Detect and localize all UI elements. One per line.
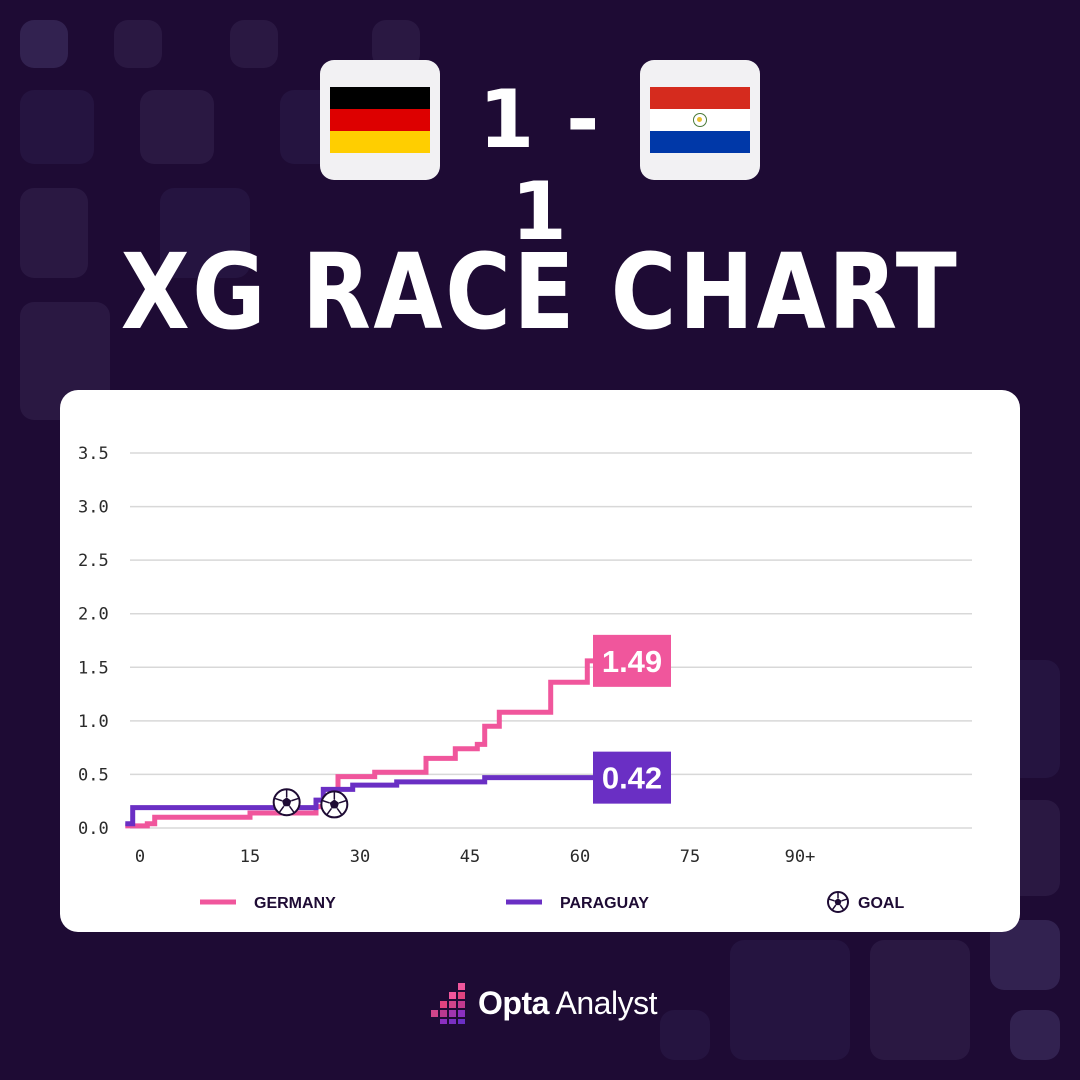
final-value-label-paraguay: 0.42 — [602, 761, 662, 796]
ball-pentagon — [281, 797, 292, 807]
ball-seam — [326, 807, 333, 815]
ball-seam — [831, 904, 837, 911]
germany-flag-icon — [330, 87, 430, 153]
paraguay-flag-icon — [650, 87, 750, 153]
background-square — [230, 20, 278, 68]
background-square — [730, 940, 850, 1060]
final-value-box-germany — [593, 634, 671, 687]
opta-logo-icon — [431, 983, 465, 1024]
brand-name-bold: Opta — [478, 984, 549, 1021]
background-square — [870, 940, 970, 1060]
y-tick-label: 0.0 — [78, 819, 109, 839]
ball-seam — [841, 898, 848, 902]
legend-label-goal: GOAL — [858, 895, 904, 912]
match-score: 1 - 1 — [478, 73, 602, 258]
x-tick-label: 60 — [570, 847, 590, 867]
y-tick-label: 3.0 — [78, 498, 109, 518]
series-line-germany — [125, 658, 595, 829]
ball-seam — [274, 797, 283, 802]
legend-label-paraguay: PARAGUAY — [560, 895, 649, 912]
y-tick-label: 3.5 — [78, 444, 109, 464]
chart-card: 0.0 0.5 1.0 1.5 2.0 2.5 3.0 3.5 0 15 30 45 60 75 90+ 1.… — [60, 390, 1020, 932]
ball-seam — [338, 799, 347, 804]
background-square — [140, 90, 214, 164]
background-square — [1010, 1010, 1060, 1060]
y-tick-label: 2.0 — [78, 605, 109, 625]
x-tick-label: 0 — [135, 847, 145, 867]
ball-pentagon — [329, 799, 340, 809]
ball-seam — [322, 799, 330, 804]
ball-seam — [288, 805, 295, 813]
final-value-label-germany: 1.49 — [602, 644, 662, 679]
y-tick-label: 0.5 — [78, 765, 109, 785]
x-tick-label: 75 — [680, 847, 700, 867]
brand-name: Opta Analyst — [478, 985, 657, 1022]
goal-marker-paraguay — [272, 788, 301, 817]
background-square — [20, 90, 94, 164]
x-tick-label: 90+ — [785, 847, 816, 867]
y-tick-label: 1.0 — [78, 712, 109, 732]
chart-title: XG RACE CHART — [120, 231, 960, 353]
x-tick-label: 15 — [240, 847, 260, 867]
ball-seam — [291, 797, 299, 802]
legend-label-germany: GERMANY — [254, 895, 336, 912]
final-value-box-paraguay — [593, 751, 671, 804]
y-tick-label: 1.5 — [78, 658, 109, 678]
ball-seam — [278, 805, 285, 813]
legend-goal-icon — [827, 891, 849, 913]
background-square — [114, 20, 162, 68]
ball-seam — [828, 898, 835, 902]
ball-seam — [336, 807, 343, 815]
home-team-flag-card — [320, 60, 440, 180]
ball-pentagon — [834, 898, 842, 906]
brand-logo: Opta Analyst — [428, 980, 668, 1026]
background-square — [160, 188, 250, 278]
ball-seam — [839, 904, 845, 911]
xg-race-chart: 0.0 0.5 1.0 1.5 2.0 2.5 3.0 3.5 0 15 30 45 60 75 90+ 1.… — [78, 444, 972, 913]
away-team-flag-card — [640, 60, 760, 180]
background-square — [20, 20, 68, 68]
paraguay-emblem-icon — [693, 113, 707, 127]
background-square — [660, 1010, 710, 1060]
brand-name-rest: Analyst — [555, 984, 658, 1021]
y-tick-label: 2.5 — [78, 551, 109, 571]
x-tick-label: 30 — [350, 847, 370, 867]
x-tick-label: 45 — [460, 847, 480, 867]
goal-marker-germany — [320, 790, 349, 819]
background-square — [20, 188, 88, 278]
series-line-paraguay — [125, 775, 595, 827]
